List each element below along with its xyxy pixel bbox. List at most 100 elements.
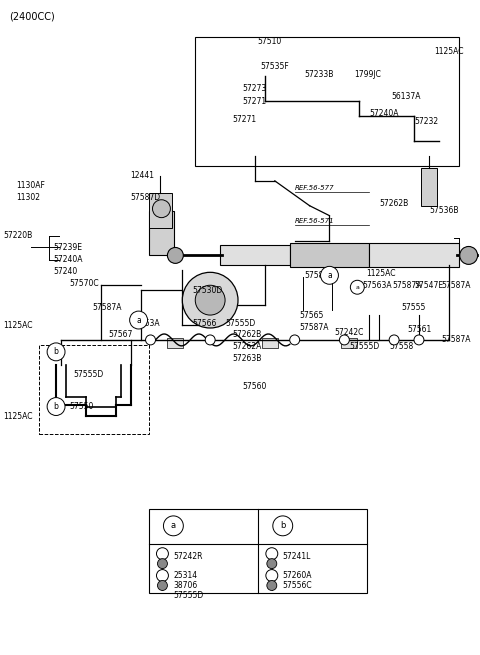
Bar xyxy=(148,211,174,255)
Bar xyxy=(39,345,148,434)
Text: 1125AC: 1125AC xyxy=(3,320,33,329)
Text: b: b xyxy=(54,347,59,356)
Circle shape xyxy=(266,570,278,582)
Circle shape xyxy=(156,548,168,559)
Circle shape xyxy=(153,200,170,217)
Circle shape xyxy=(156,570,168,582)
Circle shape xyxy=(205,335,215,345)
Text: 56137A: 56137A xyxy=(391,92,420,101)
Text: a: a xyxy=(171,521,176,531)
Text: 11302: 11302 xyxy=(16,193,40,202)
Text: 57530D: 57530D xyxy=(192,286,223,295)
Text: 12441: 12441 xyxy=(131,172,155,180)
Text: REF.56-571: REF.56-571 xyxy=(295,217,334,223)
Text: 1130AF: 1130AF xyxy=(16,181,45,191)
Circle shape xyxy=(267,559,277,569)
Text: 57565: 57565 xyxy=(300,310,324,320)
Text: 57550: 57550 xyxy=(69,402,94,411)
Text: 57240: 57240 xyxy=(53,267,77,276)
Text: REF.56-577: REF.56-577 xyxy=(295,185,334,191)
Text: 57558: 57558 xyxy=(389,343,413,351)
Circle shape xyxy=(273,516,293,536)
Circle shape xyxy=(321,267,338,284)
Text: 57242C: 57242C xyxy=(335,328,364,337)
Circle shape xyxy=(47,343,65,361)
Bar xyxy=(341,338,357,348)
Text: 57587D: 57587D xyxy=(131,193,161,202)
Text: 57587A: 57587A xyxy=(442,281,471,290)
Text: 57567: 57567 xyxy=(109,331,133,339)
Text: 57240A: 57240A xyxy=(369,109,399,118)
Text: 57555D: 57555D xyxy=(225,318,255,328)
Text: 57561: 57561 xyxy=(407,326,431,335)
Text: 57273: 57273 xyxy=(242,84,266,93)
Circle shape xyxy=(157,559,168,569)
Text: 57570C: 57570C xyxy=(69,279,98,288)
Text: 57271: 57271 xyxy=(232,115,256,124)
Text: 57555D: 57555D xyxy=(173,591,204,600)
Text: 57260A: 57260A xyxy=(283,571,312,580)
Bar xyxy=(168,338,183,348)
Text: 1799JC: 1799JC xyxy=(354,70,381,79)
Text: 1125AC: 1125AC xyxy=(3,412,33,421)
Bar xyxy=(421,168,437,206)
Text: 57555D: 57555D xyxy=(73,370,103,379)
Text: b: b xyxy=(280,521,286,531)
Text: 57587A: 57587A xyxy=(93,303,122,312)
Text: 57587A: 57587A xyxy=(442,335,471,345)
Text: 57560: 57560 xyxy=(243,382,267,391)
Text: (2400CC): (2400CC) xyxy=(9,12,55,22)
Text: 57556C: 57556C xyxy=(283,581,312,590)
Polygon shape xyxy=(369,244,459,267)
Circle shape xyxy=(157,580,168,590)
Circle shape xyxy=(414,335,424,345)
Text: 57510: 57510 xyxy=(258,37,282,46)
Circle shape xyxy=(267,580,277,590)
Circle shape xyxy=(130,311,147,329)
Text: 57535F: 57535F xyxy=(260,62,288,71)
Text: 57566: 57566 xyxy=(192,318,216,328)
Text: 57587A: 57587A xyxy=(305,271,334,280)
Text: 57242R: 57242R xyxy=(173,552,203,561)
Circle shape xyxy=(164,516,183,536)
Circle shape xyxy=(266,548,278,559)
Text: 57233B: 57233B xyxy=(305,70,334,79)
Text: a: a xyxy=(327,271,332,280)
Text: 57232: 57232 xyxy=(414,117,438,126)
Bar xyxy=(148,509,367,593)
Text: 1125AC: 1125AC xyxy=(366,269,396,278)
Text: b: b xyxy=(54,402,59,411)
Text: 25314: 25314 xyxy=(173,571,197,580)
Text: 57241L: 57241L xyxy=(283,552,311,561)
Circle shape xyxy=(350,280,364,294)
Text: 57563A: 57563A xyxy=(131,318,160,328)
Text: 57239E: 57239E xyxy=(53,243,82,252)
Bar xyxy=(195,37,459,166)
Circle shape xyxy=(182,272,238,328)
Bar xyxy=(148,193,172,227)
Text: 57555: 57555 xyxy=(401,303,425,312)
Text: 38706: 38706 xyxy=(173,581,198,590)
Polygon shape xyxy=(220,246,290,265)
Text: a: a xyxy=(355,285,359,290)
Text: 57587A: 57587A xyxy=(300,322,329,331)
Circle shape xyxy=(389,335,399,345)
Text: 57263B: 57263B xyxy=(232,354,262,364)
Text: 1125AC: 1125AC xyxy=(434,47,463,56)
Circle shape xyxy=(47,398,65,415)
Text: 57262B: 57262B xyxy=(379,199,408,208)
Circle shape xyxy=(290,335,300,345)
Circle shape xyxy=(145,335,156,345)
Text: 57536B: 57536B xyxy=(429,206,458,215)
Text: 57220B: 57220B xyxy=(3,231,33,240)
Text: 57240A: 57240A xyxy=(53,255,83,264)
Polygon shape xyxy=(290,244,369,267)
Circle shape xyxy=(460,246,478,265)
Text: 57271: 57271 xyxy=(242,97,266,106)
Text: 57555D: 57555D xyxy=(349,343,380,351)
Text: 57563A: 57563A xyxy=(362,281,392,290)
Text: 57262A: 57262A xyxy=(232,343,262,351)
Text: 57262B: 57262B xyxy=(232,331,261,339)
Bar xyxy=(262,338,278,348)
Text: 57547E: 57547E xyxy=(414,281,443,290)
